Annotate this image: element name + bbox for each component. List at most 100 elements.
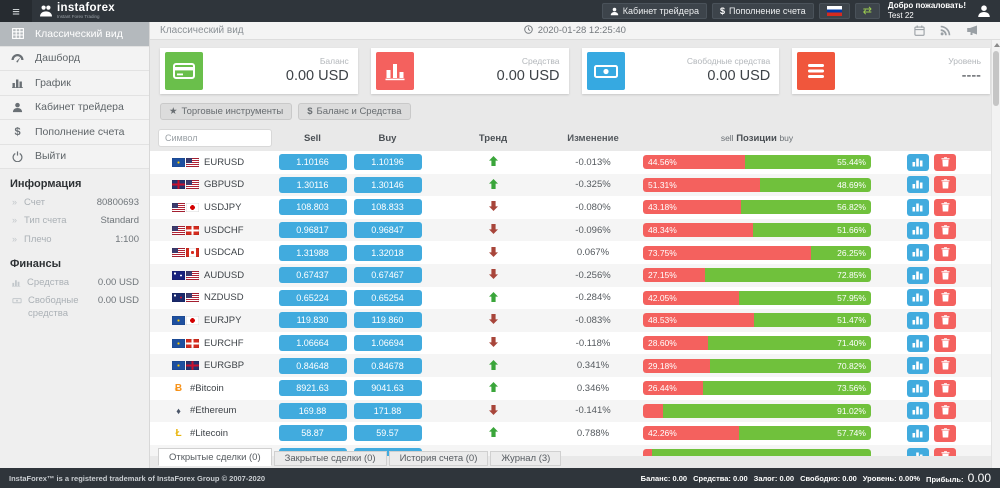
open-chart-button[interactable] — [907, 221, 929, 239]
tab-2[interactable]: История счета (0) — [388, 451, 489, 466]
sell-price-button[interactable]: 0.84648 — [278, 357, 347, 374]
menu-toggle-icon[interactable]: ≡ — [0, 0, 32, 22]
open-chart-button[interactable] — [907, 311, 929, 329]
sidebar-item-3[interactable]: Кабинет трейдера — [0, 95, 149, 120]
open-chart-button[interactable] — [907, 244, 929, 262]
sell-price-button[interactable]: 0.65224 — [278, 289, 347, 306]
delete-button[interactable] — [934, 311, 956, 329]
sell-price-button[interactable]: 1.06664 — [278, 335, 347, 352]
open-chart-button[interactable] — [907, 402, 929, 420]
buy-price-button[interactable]: 108.833 — [353, 199, 422, 216]
buy-price-button[interactable]: 1.06694 — [353, 335, 422, 352]
trash-icon — [940, 155, 950, 170]
delete-button[interactable] — [934, 334, 956, 352]
bar-chart-icon — [912, 358, 924, 373]
open-chart-button[interactable] — [907, 357, 929, 375]
scrollbar-up-arrow[interactable] — [993, 43, 1000, 47]
info-section-title: Информация — [10, 178, 82, 190]
tab-1[interactable]: Закрытые сделки (0) — [273, 451, 387, 466]
buy-price-button[interactable]: 0.67467 — [353, 267, 422, 284]
open-chart-button[interactable] — [907, 153, 929, 171]
buy-positions-segment: 72.85% — [704, 268, 871, 283]
trader-cabinet-button[interactable]: Кабинет трейдера — [601, 3, 707, 19]
open-chart-button[interactable] — [907, 198, 929, 216]
open-chart-button[interactable] — [907, 289, 929, 307]
buy-price-button[interactable]: 1.10196 — [353, 154, 422, 171]
symbol-search-input[interactable] — [158, 129, 272, 147]
open-chart-button[interactable] — [907, 266, 929, 284]
open-chart-button[interactable] — [907, 447, 929, 456]
sidebar-item-5[interactable]: Выйти — [0, 144, 149, 169]
deposit-button[interactable]: $ Пополнение счета — [711, 3, 814, 19]
open-chart-button[interactable] — [907, 334, 929, 352]
open-chart-button[interactable] — [907, 424, 929, 442]
table-row: Ƀ #Bitcoin 8921.63 9041.63 0.346% 26.44% 73.56… — [150, 376, 1000, 400]
exchange-button[interactable]: ⇄ — [854, 3, 880, 19]
delete-button[interactable] — [934, 198, 956, 216]
gb-flag-icon — [172, 180, 185, 190]
buy-price-button[interactable]: 9041.63 — [353, 380, 422, 397]
positions-cell: 42.26% 57.74% — [625, 426, 907, 441]
delete-button[interactable] — [934, 289, 956, 307]
symbol-label: USDJPY — [204, 201, 242, 213]
delete-button[interactable] — [934, 266, 956, 284]
sidebar-item-1[interactable]: Дашборд — [0, 46, 149, 71]
buy-price-button[interactable]: 119.860 — [353, 312, 422, 329]
logo[interactable]: instaforex Instant Forex Trading — [32, 2, 115, 20]
actions-cell — [907, 244, 986, 262]
trend-down-icon — [488, 201, 498, 212]
sell-price-button[interactable]: 1.10166 — [278, 154, 347, 171]
delete-button[interactable] — [934, 221, 956, 239]
language-button[interactable] — [818, 3, 850, 19]
calendar-icon[interactable] — [914, 25, 925, 36]
delete-button[interactable] — [934, 357, 956, 375]
buy-price-button[interactable]: 1.30146 — [353, 176, 422, 193]
trader-cabinet-label: Кабинет трейдера — [622, 6, 699, 16]
actions-cell — [907, 311, 986, 329]
sell-price-button[interactable]: 0.96817 — [278, 222, 347, 239]
sell-price-button[interactable]: 119.830 — [278, 312, 347, 329]
tab-3[interactable]: Журнал (3) — [490, 451, 562, 466]
sell-price-button[interactable]: 1.30116 — [278, 176, 347, 193]
buy-price-button[interactable]: 0.65254 — [353, 289, 422, 306]
megaphone-icon[interactable] — [966, 25, 978, 36]
scrollbar[interactable] — [991, 40, 1000, 468]
buy-price-button[interactable]: 59.57 — [353, 425, 422, 442]
scrollbar-thumb[interactable] — [993, 51, 999, 106]
delete-button[interactable] — [934, 244, 956, 262]
delete-button[interactable] — [934, 402, 956, 420]
buy-price-button[interactable]: 0.84678 — [353, 357, 422, 374]
sell-price-button[interactable]: 1.31988 — [278, 244, 347, 261]
delete-button[interactable] — [934, 176, 956, 194]
change-value: 0.346% — [576, 382, 610, 394]
trash-icon — [940, 177, 950, 192]
sell-price-button[interactable]: 169.88 — [278, 402, 347, 419]
sell-price-button[interactable]: 0.67437 — [278, 267, 347, 284]
info-value: 80800693 — [96, 197, 139, 208]
sell-price-button[interactable]: 58.87 — [278, 425, 347, 442]
delete-button[interactable] — [934, 447, 956, 456]
sidebar-item-2[interactable]: График — [0, 71, 149, 96]
sell-price-button[interactable]: 108.803 — [278, 199, 347, 216]
open-chart-button[interactable] — [907, 379, 929, 397]
trading-instruments-button[interactable]: ★ Торговые инструменты — [160, 103, 293, 120]
buy-price-button[interactable] — [353, 448, 422, 456]
balance-funds-button[interactable]: $ Баланс и Средства — [298, 103, 411, 120]
banknote-icon — [586, 52, 625, 90]
eu-flag-icon — [172, 315, 185, 325]
buy-price-button[interactable]: 0.96847 — [353, 222, 422, 239]
open-chart-button[interactable] — [907, 176, 929, 194]
buy-price-button[interactable]: 171.88 — [353, 402, 422, 419]
sidebar-item-0[interactable]: Классический вид — [0, 22, 149, 47]
rss-icon[interactable] — [940, 25, 951, 36]
delete-button[interactable] — [934, 379, 956, 397]
sell-price-button[interactable]: 8921.63 — [278, 380, 347, 397]
avatar-icon[interactable] — [974, 4, 994, 18]
buy-price-button[interactable]: 1.32018 — [353, 244, 422, 261]
sidebar-item-4[interactable]: $ Пополнение счета — [0, 120, 149, 145]
delete-button[interactable] — [934, 424, 956, 442]
symbol-label: #Litecoin — [190, 427, 229, 439]
delete-button[interactable] — [934, 153, 956, 171]
change-value: -0.083% — [575, 314, 611, 326]
tab-0[interactable]: Открытые сделки (0) — [158, 448, 272, 466]
